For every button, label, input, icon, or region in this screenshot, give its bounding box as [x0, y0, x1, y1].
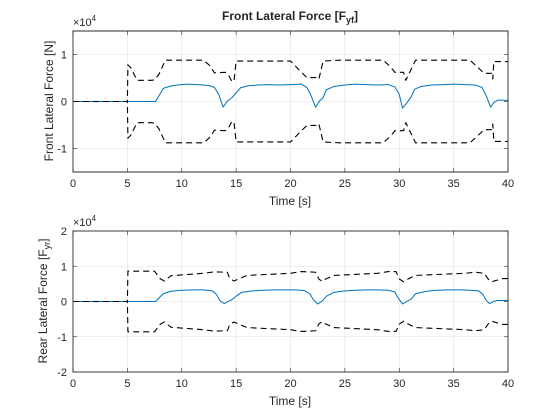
y-tick-label: 1 [61, 50, 67, 62]
x-tick-label: 30 [393, 178, 405, 190]
x-tick-label: 10 [176, 178, 188, 190]
x-ticks-rear: 0 5 10 15 20 25 30 35 40 [70, 231, 514, 390]
x-tick-label: 5 [124, 378, 130, 390]
axes-front: 0 5 10 15 20 25 30 35 40 -1 0 1 ×104 Front Lateral… [42, 9, 514, 208]
y-tick-label: -2 [57, 367, 67, 379]
x-tick-label: 0 [70, 378, 76, 390]
series-group-front [73, 59, 509, 144]
x-tick-label: 5 [124, 178, 130, 190]
x-tick-label: 0 [70, 178, 76, 190]
y-tick-label: -1 [57, 332, 67, 344]
x-tick-label: 20 [284, 378, 296, 390]
x-tick-label: 20 [284, 178, 296, 190]
y-axis-label-front: Front Lateral Force [N] [42, 41, 56, 162]
series-group-rear [73, 270, 508, 333]
y-tick-label: -1 [57, 144, 67, 156]
chart-title-front: Front Lateral Force [Fyf] [222, 9, 358, 25]
y-tick-label: 1 [61, 261, 67, 273]
x-ticks-front: 0 5 10 15 20 25 30 35 40 [70, 31, 514, 190]
x-tick-label: 35 [448, 178, 460, 190]
y-multiplier-rear: ×104 [73, 214, 97, 229]
axes-rear: 0 5 10 15 20 25 30 35 40 -2 -1 0 1 2 ×104 Time [s] R… [36, 214, 514, 408]
x-axis-label-front: Time [s] [269, 194, 311, 208]
upper-bound-dashed-line-front [73, 59, 508, 103]
x-tick-label: 40 [502, 178, 514, 190]
lower-bound-dashed-line-rear [73, 300, 508, 333]
x-axis-label-rear: Time [s] [269, 394, 311, 408]
y-multiplier-front: ×104 [73, 14, 97, 29]
x-tick-label: 40 [502, 378, 514, 390]
x-tick-label: 15 [230, 178, 242, 190]
y-ticks-front: -1 0 1 [57, 50, 508, 156]
x-tick-label: 10 [176, 378, 188, 390]
lateral-force-line-rear [73, 289, 508, 305]
y-axis-label-rear: Rear Lateral Force [Fyr] [36, 239, 52, 364]
lower-bound-dashed-line-front [73, 100, 508, 144]
lateral-force-line-front [73, 83, 509, 109]
y-tick-label: 2 [61, 226, 67, 238]
y-tick-label: 0 [61, 97, 67, 109]
upper-bound-dashed-line-rear [73, 270, 508, 303]
x-tick-label: 25 [339, 178, 351, 190]
x-tick-label: 35 [448, 378, 460, 390]
y-tick-label: 0 [61, 297, 67, 309]
y-ticks-rear: -2 -1 0 1 2 [57, 226, 508, 379]
x-tick-label: 25 [339, 378, 351, 390]
x-tick-label: 30 [393, 378, 405, 390]
x-tick-label: 15 [230, 378, 242, 390]
